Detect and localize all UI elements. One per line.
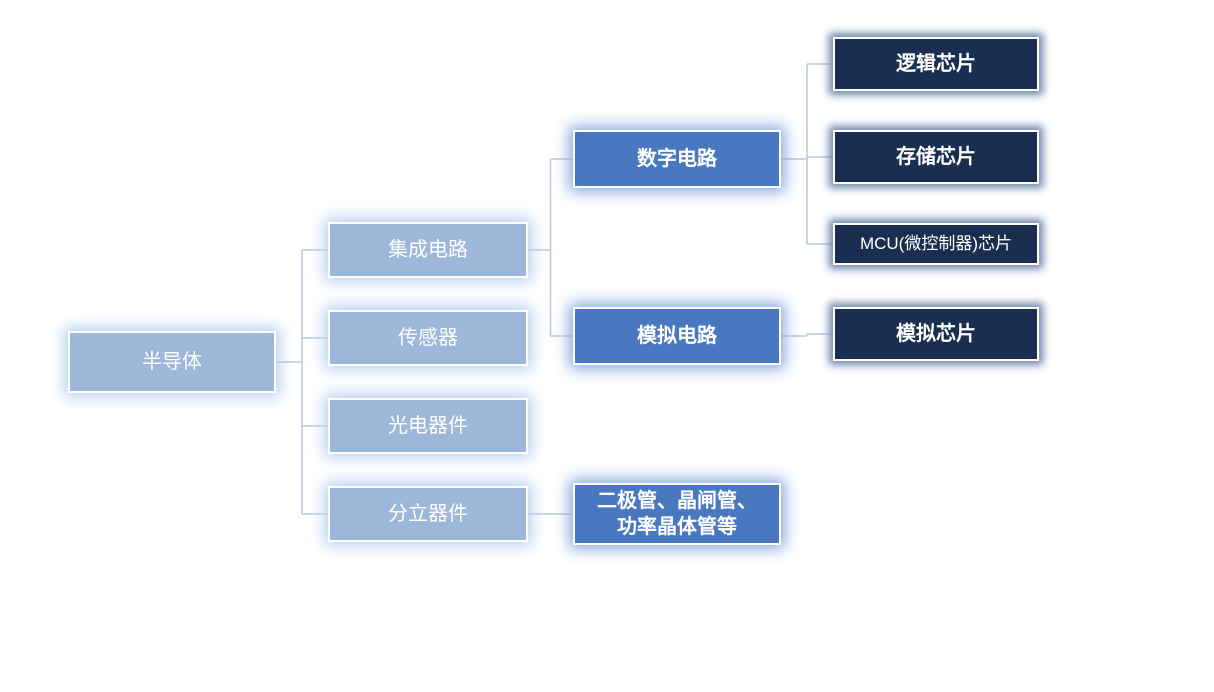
tree-node-memory: 存储芯片 xyxy=(833,130,1039,184)
tree-node-discrete: 分立器件 xyxy=(328,486,528,542)
tree-node-opto: 光电器件 xyxy=(328,398,528,454)
tree-node-ic: 集成电路 xyxy=(328,222,528,278)
tree-node-sensor: 传感器 xyxy=(328,310,528,366)
tree-node-logic: 逻辑芯片 xyxy=(833,37,1039,91)
tree-node-mcu: MCU(微控制器)芯片 xyxy=(833,223,1039,265)
tree-node-root: 半导体 xyxy=(68,331,276,393)
tree-node-analog: 模拟电路 xyxy=(573,307,781,365)
tree-node-digital: 数字电路 xyxy=(573,130,781,188)
tree-node-achip: 模拟芯片 xyxy=(833,307,1039,361)
tree-node-disc_sub: 二极管、晶闸管、 功率晶体管等 xyxy=(573,483,781,545)
